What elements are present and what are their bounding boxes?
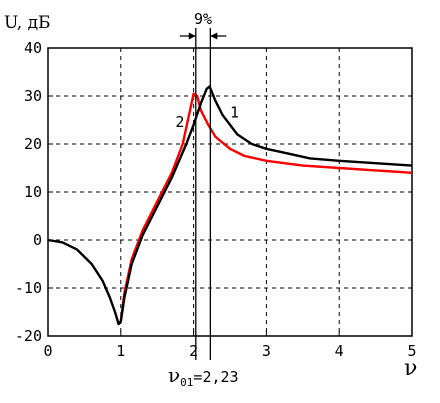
plot-frame (47, 47, 413, 337)
x-axis-label: ν (404, 356, 417, 381)
percent-annotation: 9% (194, 10, 212, 28)
dimension-arrowhead-right (210, 32, 218, 40)
resonance-label-value: =2,23 (193, 368, 238, 386)
y-tick-label: 30 (24, 87, 42, 105)
series-line-2 (116, 92, 413, 325)
x-tick-label: 5 (407, 342, 416, 360)
y-tick-label: 20 (24, 135, 42, 153)
y-tick-label: 0 (33, 231, 42, 249)
series-line-1 (47, 85, 413, 326)
x-tick-label: 0 (43, 342, 52, 360)
dimension-arrowhead-left (188, 32, 196, 40)
series-lines: 12 (47, 85, 413, 326)
resonance-label-symbol: ν (168, 363, 180, 387)
y-tick-label: -10 (15, 279, 42, 297)
y-tick-label: 10 (24, 183, 42, 201)
resonance-label-subscript: 01 (180, 376, 193, 389)
x-tick-label: 1 (116, 342, 125, 360)
series-label-1: 1 (230, 104, 239, 122)
x-tick-label: 3 (262, 342, 271, 360)
y-tick-label: -20 (15, 327, 42, 345)
resonance-markers (179, 28, 227, 360)
x-tick-label: 4 (335, 342, 344, 360)
y-tick-label: 40 (24, 39, 42, 57)
y-axis-label: U, дБ (4, 13, 51, 33)
series-label-2: 2 (175, 113, 184, 131)
x-tick-label: 2 (189, 342, 198, 360)
resonance-label: ν01=2,23 (168, 363, 239, 389)
